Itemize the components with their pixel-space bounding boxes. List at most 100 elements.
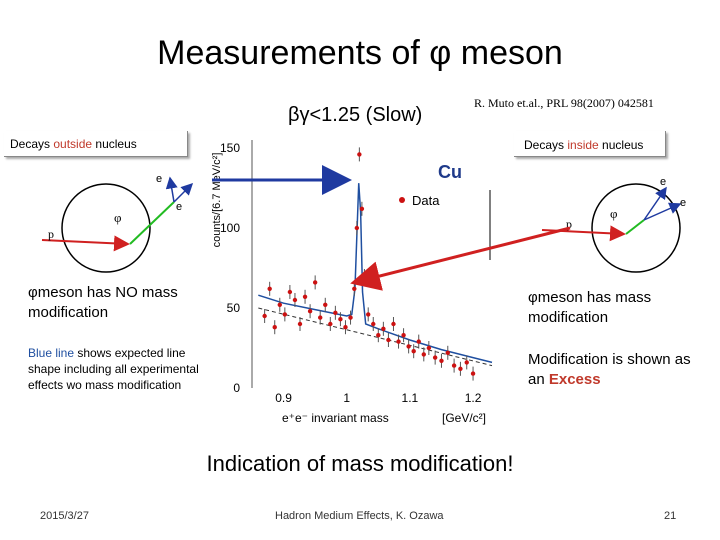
mass-spectrum-chart: 0 50 100 150 0.9 1 1.1 1.2 counts/[6.7 MeV/c²] e⁺…	[211, 140, 493, 425]
data-point	[338, 317, 343, 322]
y-tick-label: 50	[227, 301, 241, 315]
data-point	[366, 312, 371, 317]
phi-track	[129, 201, 175, 245]
excess-note: Modification is shown as an Excess	[528, 350, 703, 390]
box-left-hl: outside	[53, 137, 93, 151]
background-line	[258, 307, 493, 367]
electron-arrow	[165, 176, 178, 203]
reference: R. Muto et.al., PRL 98(2007) 042581	[474, 96, 654, 110]
data-point	[445, 350, 450, 355]
data-point	[333, 310, 338, 315]
blue-line-note: Blue line shows expected line shape incl…	[28, 345, 203, 393]
e1-label: e	[156, 173, 162, 185]
x-axis-label: e⁺e⁻ invariant mass	[282, 411, 389, 425]
data-point	[272, 325, 277, 330]
data-point	[312, 280, 318, 285]
data-point	[348, 315, 353, 320]
electron-arrow	[643, 186, 667, 221]
data-point	[354, 225, 360, 231]
data-point	[401, 333, 406, 338]
data-point	[318, 315, 323, 320]
mod-hl: Excess	[548, 371, 601, 388]
footer-center: Hadron Medium Effects, K. Ozawa	[275, 510, 444, 522]
positron-arrow	[173, 182, 194, 203]
slide-subtitle: βγ<1.25 (Slow)	[288, 104, 423, 126]
data-point	[343, 325, 348, 330]
conclusion: Indication of mass modification!	[206, 451, 514, 476]
data-point	[376, 333, 381, 338]
proton-arrow	[41, 235, 130, 252]
y-tick-label: 150	[220, 141, 240, 155]
decays-inside-box: Decays inside nucleus	[514, 131, 666, 157]
expected-line	[258, 183, 493, 364]
data-point	[391, 321, 396, 327]
footer-date: 2015/3/27	[40, 510, 89, 522]
data-point	[307, 309, 313, 314]
blue-line-hl: Blue line	[28, 346, 75, 360]
e1-label: e	[660, 176, 666, 188]
decay-inside-diagram: φ p e e	[541, 176, 686, 273]
x-tick-label: 1	[343, 391, 350, 405]
excess-arrow	[350, 226, 571, 291]
legend-marker	[399, 197, 405, 203]
nucleus-circle	[591, 183, 681, 273]
y-axis-label: counts/[6.7 MeV/c²]	[211, 153, 223, 248]
p-label: p	[566, 217, 572, 231]
data-point	[381, 326, 386, 331]
data-point	[359, 206, 365, 211]
mod-pre: Modification is shown as an	[528, 351, 691, 388]
data-point	[323, 302, 328, 307]
data-point	[421, 352, 426, 357]
data-point	[464, 360, 469, 365]
data-point	[287, 289, 293, 295]
box-right-pre: Decays	[524, 138, 568, 152]
data-point	[406, 344, 411, 349]
box-left-post: nucleus	[92, 137, 137, 151]
phi-label: φ	[114, 210, 122, 225]
data-point	[432, 355, 438, 360]
x-tick-label: 1.1	[402, 391, 419, 405]
legend-label: Data	[412, 193, 440, 208]
data-point	[426, 345, 432, 351]
data-point	[416, 339, 421, 344]
data-point	[411, 349, 416, 354]
data-point	[297, 321, 303, 327]
data-point	[328, 321, 333, 327]
box-left-pre: Decays	[10, 137, 54, 151]
e2-label: e	[680, 197, 686, 209]
cu-label: Cu	[438, 162, 462, 182]
data-point	[292, 297, 298, 303]
e2-label: e	[176, 201, 182, 213]
box-right-post: nucleus	[598, 138, 644, 152]
decays-outside-box: Decays outside nucleus	[4, 131, 188, 157]
data-point	[277, 302, 282, 307]
data-point	[282, 312, 288, 317]
no-modification-text: φmeson has NO mass modification	[28, 284, 178, 321]
footer-page: 21	[664, 510, 677, 522]
data-point	[458, 366, 463, 371]
data-point	[386, 337, 391, 343]
y-tick-label: 100	[220, 221, 240, 235]
data-point	[396, 339, 401, 344]
data-point	[267, 286, 272, 291]
data-point	[371, 321, 376, 327]
data-point	[357, 152, 362, 157]
x-tick-label: 0.9	[275, 391, 292, 405]
modification-text: φmeson has mass modification	[528, 289, 652, 326]
x-axis-unit: [GeV/c²]	[442, 411, 486, 425]
slide-title: Measurements of φ meson	[157, 34, 563, 72]
p-label: p	[48, 227, 54, 241]
data-point	[262, 313, 267, 319]
blue-line-rest: shows expected line shape including all …	[28, 346, 199, 392]
y-tick-label: 0	[233, 381, 240, 395]
box-right-hl: inside	[567, 138, 599, 152]
positron-arrow	[643, 202, 682, 221]
data-point	[439, 358, 444, 363]
phi-label: φ	[610, 206, 618, 221]
phi-track	[625, 219, 645, 235]
data-point	[451, 363, 457, 368]
x-tick-label: 1.2	[465, 391, 482, 405]
decay-outside-diagram: φ p e e	[41, 173, 194, 273]
nucleus-circle	[61, 183, 151, 273]
